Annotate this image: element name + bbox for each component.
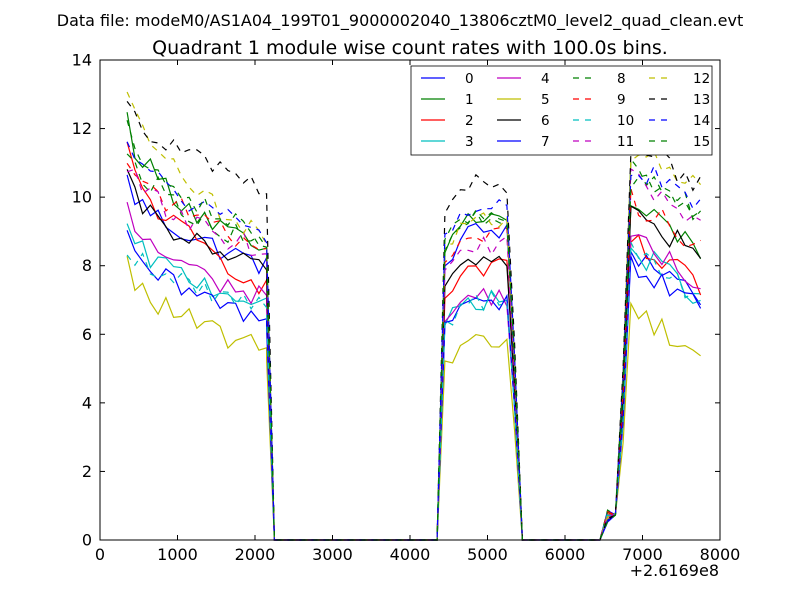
figure-suptitle: Data file: modeM0/AS1A04_199T01_90000020… — [57, 11, 743, 31]
x-tick-label: 3000 — [312, 545, 353, 564]
x-offset-label: +2.6169e8 — [630, 561, 719, 580]
legend-label-8: 8 — [617, 71, 626, 87]
y-tick-label: 4 — [82, 393, 92, 412]
legend-label-3: 3 — [465, 134, 474, 150]
series-line-8 — [126, 153, 702, 541]
series-layer — [126, 91, 702, 541]
legend-label-6: 6 — [541, 113, 550, 129]
y-tick-label: 2 — [82, 462, 92, 481]
y-tick-label: 8 — [82, 256, 92, 275]
x-tick-label: 4000 — [390, 545, 431, 564]
legend-box — [410, 65, 713, 156]
series-line-3 — [126, 223, 701, 541]
x-tick-label: 8000 — [700, 545, 741, 564]
x-tick-label: 7000 — [622, 545, 663, 564]
y-tick-label: 6 — [82, 325, 92, 344]
series-line-13 — [126, 101, 702, 541]
legend-label-10: 10 — [617, 113, 634, 129]
x-tick-label: 0 — [95, 545, 105, 564]
series-line-1 — [126, 112, 702, 541]
y-tick-label: 14 — [72, 51, 92, 70]
legend-label-7: 7 — [541, 134, 550, 150]
legend-label-15: 15 — [693, 134, 710, 150]
legend-label-13: 13 — [693, 92, 710, 108]
legend-label-2: 2 — [465, 113, 474, 129]
legend-label-5: 5 — [541, 92, 550, 108]
series-line-14 — [126, 141, 702, 541]
legend-label-1: 1 — [465, 92, 474, 108]
y-tick-label: 12 — [72, 119, 92, 138]
series-line-7 — [126, 230, 702, 541]
x-tick-label: 2000 — [235, 545, 276, 564]
series-line-9 — [126, 162, 701, 541]
x-tick-label: 1000 — [157, 545, 198, 564]
series-line-5 — [126, 255, 701, 541]
series-line-6 — [126, 169, 702, 541]
legend-label-11: 11 — [617, 134, 634, 150]
legend-label-4: 4 — [541, 71, 550, 87]
legend-label-0: 0 — [465, 71, 474, 87]
legend-label-14: 14 — [693, 113, 710, 129]
series-line-10 — [126, 241, 701, 541]
x-tick-label: 6000 — [545, 545, 586, 564]
y-tick-label: 0 — [82, 531, 92, 550]
x-tick-label: 5000 — [467, 545, 508, 564]
chart-title: Quadrant 1 module wise count rates with … — [152, 37, 668, 59]
y-tick-label: 10 — [72, 188, 92, 207]
axes-layer: 0 1000 2000 3000 4000 5000 6000 7000 80000246810… — [72, 51, 741, 565]
legend-label-12: 12 — [693, 71, 710, 87]
series-line-4 — [126, 201, 701, 541]
legend-label-9: 9 — [617, 92, 626, 108]
series-line-12 — [126, 91, 702, 541]
